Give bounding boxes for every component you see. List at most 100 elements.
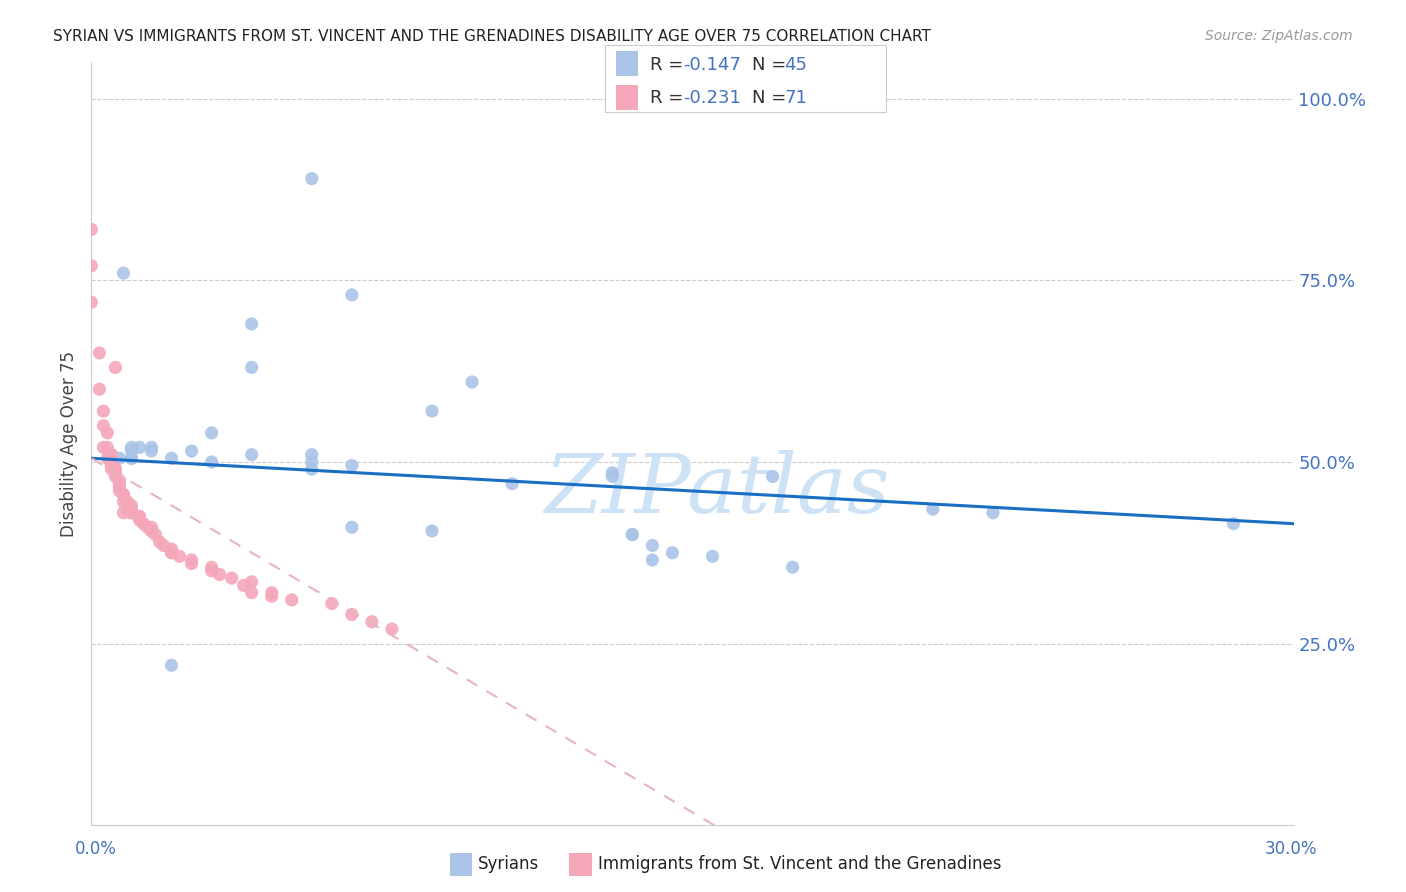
Text: -0.147: -0.147: [683, 55, 741, 74]
Point: [321, 597, 343, 611]
Point: [232, 578, 254, 592]
Point: [104, 360, 127, 375]
Point: [100, 448, 122, 462]
Point: [301, 455, 323, 469]
Point: [121, 451, 143, 466]
Point: [641, 539, 664, 553]
Point: [80, 295, 103, 310]
Y-axis label: Disability Age Over 75: Disability Age Over 75: [59, 351, 77, 537]
Point: [141, 520, 163, 534]
Point: [160, 658, 183, 673]
Text: Source: ZipAtlas.com: Source: ZipAtlas.com: [1205, 29, 1353, 43]
Point: [121, 441, 143, 455]
Point: [461, 375, 484, 389]
Point: [340, 288, 363, 302]
Point: [128, 441, 150, 455]
Text: 30.0%: 30.0%: [1264, 840, 1317, 858]
Point: [621, 527, 644, 541]
Point: [420, 404, 443, 418]
Point: [201, 560, 224, 574]
Point: [117, 502, 139, 516]
Point: [922, 502, 945, 516]
Point: [621, 527, 644, 541]
Text: N =: N =: [752, 89, 792, 107]
Point: [240, 360, 263, 375]
Point: [112, 506, 135, 520]
Point: [128, 509, 150, 524]
Point: [141, 524, 163, 538]
Point: [602, 469, 624, 483]
Point: [117, 499, 139, 513]
Point: [152, 539, 174, 553]
Point: [221, 571, 243, 585]
Point: [93, 404, 115, 418]
Point: [160, 542, 183, 557]
Point: [240, 574, 263, 589]
Point: [96, 441, 118, 455]
Point: [240, 317, 263, 331]
Point: [121, 444, 143, 458]
Point: [100, 451, 122, 466]
Text: N =: N =: [752, 55, 792, 74]
Text: 0.0%: 0.0%: [75, 840, 117, 858]
Point: [240, 585, 263, 599]
Point: [136, 520, 159, 534]
Text: ZIPatlas: ZIPatlas: [544, 450, 889, 530]
Point: [661, 546, 683, 560]
Point: [121, 502, 143, 516]
Point: [112, 487, 135, 501]
Point: [112, 266, 135, 280]
Point: [340, 607, 363, 622]
Point: [128, 509, 150, 524]
Point: [112, 487, 135, 501]
Text: Syrians: Syrians: [478, 855, 540, 873]
Point: [89, 382, 111, 396]
Point: [108, 451, 131, 466]
Point: [104, 462, 127, 476]
Point: [100, 448, 122, 462]
Point: [121, 451, 143, 466]
Point: [301, 448, 323, 462]
Point: [602, 466, 624, 480]
Point: [104, 466, 127, 480]
Point: [762, 469, 785, 483]
Point: [180, 444, 202, 458]
Text: 71: 71: [785, 89, 807, 107]
Point: [160, 546, 183, 560]
Point: [100, 458, 122, 473]
Point: [104, 469, 127, 483]
Point: [702, 549, 724, 564]
Point: [141, 524, 163, 538]
Point: [180, 557, 202, 571]
Point: [117, 495, 139, 509]
Point: [782, 560, 804, 574]
Point: [108, 473, 131, 487]
Point: [260, 590, 283, 604]
Point: [208, 567, 231, 582]
Point: [121, 506, 143, 520]
Point: [100, 458, 122, 473]
Point: [381, 622, 404, 636]
Point: [1222, 516, 1244, 531]
Point: [340, 520, 363, 534]
Point: [89, 346, 111, 360]
Point: [108, 483, 131, 498]
Point: [169, 549, 191, 564]
Point: [112, 495, 135, 509]
Point: [160, 451, 183, 466]
Point: [128, 513, 150, 527]
Text: -0.231: -0.231: [683, 89, 741, 107]
Point: [108, 480, 131, 494]
Point: [100, 455, 122, 469]
Text: R =: R =: [650, 55, 689, 74]
Point: [501, 476, 523, 491]
Point: [96, 451, 118, 466]
Point: [100, 458, 122, 473]
Point: [100, 455, 122, 469]
Text: 45: 45: [785, 55, 807, 74]
Point: [201, 455, 224, 469]
Point: [121, 506, 143, 520]
Text: R =: R =: [650, 89, 689, 107]
Point: [981, 506, 1004, 520]
Point: [100, 451, 122, 466]
